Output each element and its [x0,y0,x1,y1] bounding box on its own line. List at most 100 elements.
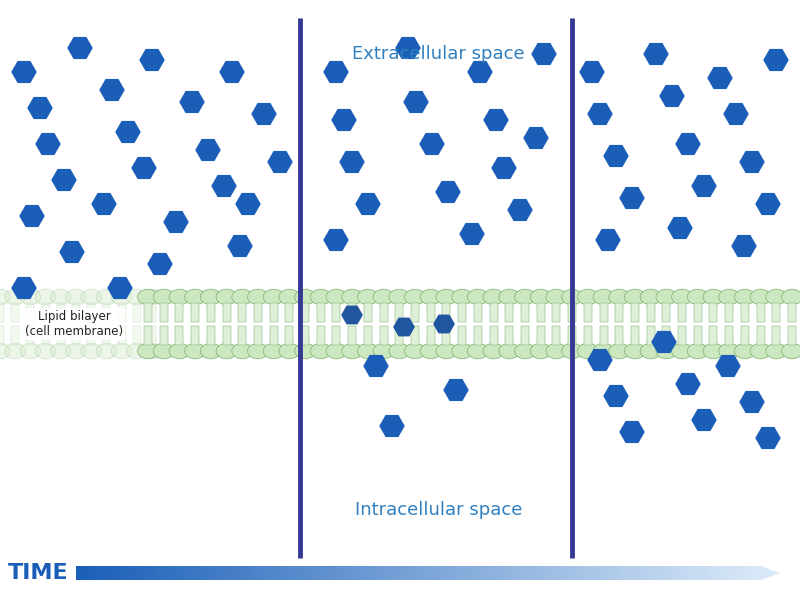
Bar [426,303,434,322]
Bar [87,566,90,580]
Circle shape [499,343,520,359]
Circle shape [279,289,300,305]
Circle shape [452,343,473,359]
Polygon shape [755,427,781,449]
Circle shape [467,289,488,305]
Circle shape [672,343,693,359]
Circle shape [467,343,488,359]
Circle shape [750,343,771,359]
Bar [602,566,606,580]
Bar [90,566,93,580]
Bar [220,566,223,580]
Bar [451,566,454,580]
Bar [662,303,670,322]
Bar [236,566,239,580]
Polygon shape [667,217,693,239]
Bar [631,303,639,322]
Bar [254,326,262,345]
Circle shape [96,289,117,305]
Bar [648,566,651,580]
Bar [42,326,50,345]
Bar [550,566,553,580]
Bar [595,566,598,580]
Polygon shape [707,67,733,89]
Bar [478,566,482,580]
Bar [430,566,434,580]
Bar [725,303,733,322]
Bar [574,566,578,580]
Polygon shape [59,241,85,263]
Bar [333,303,341,322]
Bar [552,326,560,345]
Bar [627,566,630,580]
Bar [414,566,418,580]
Bar [746,566,750,580]
Circle shape [514,343,535,359]
Bar [460,566,463,580]
Bar [99,566,102,580]
Polygon shape [323,61,349,83]
Circle shape [452,289,473,305]
Bar [406,566,409,580]
Bar [92,566,95,580]
Bar [148,303,156,322]
Circle shape [279,343,300,359]
Circle shape [514,289,535,305]
Circle shape [185,289,206,305]
Polygon shape [393,317,415,337]
Bar [175,303,183,322]
Bar [739,566,742,580]
Bar [599,303,607,322]
Bar [622,566,626,580]
Polygon shape [739,391,765,413]
Polygon shape [35,133,61,155]
Bar [662,566,665,580]
Bar [590,566,594,580]
Bar [270,326,278,345]
Bar [118,326,126,345]
Bar [0,303,4,322]
Bar [637,566,640,580]
Bar [696,566,699,580]
Bar [348,566,351,580]
Bar [353,566,356,580]
Polygon shape [675,373,701,395]
Polygon shape [715,355,741,377]
Bar [140,566,143,580]
Bar [701,566,704,580]
Bar [614,566,617,580]
Circle shape [201,289,222,305]
Circle shape [405,343,426,359]
Bar [538,566,542,580]
Bar [376,566,379,580]
Circle shape [81,289,102,305]
Bar [712,566,715,580]
Circle shape [50,289,71,305]
Bar [772,303,780,322]
Bar [161,566,164,580]
Bar [524,566,527,580]
Circle shape [499,289,520,305]
Bar [470,566,473,580]
Bar [317,326,325,345]
Bar [374,566,377,580]
Bar [160,303,168,322]
Polygon shape [491,157,517,179]
Bar [615,303,623,322]
Bar [492,566,495,580]
Bar [225,566,228,580]
Bar [122,566,125,580]
Bar [312,566,314,580]
Circle shape [734,289,755,305]
Bar [490,326,498,345]
Circle shape [703,343,724,359]
Circle shape [126,343,147,359]
Bar [411,326,419,345]
Bar [83,566,86,580]
Bar [474,303,482,322]
Polygon shape [523,127,549,149]
Bar [438,566,441,580]
Bar [321,566,324,580]
Circle shape [593,289,614,305]
Bar [209,566,212,580]
